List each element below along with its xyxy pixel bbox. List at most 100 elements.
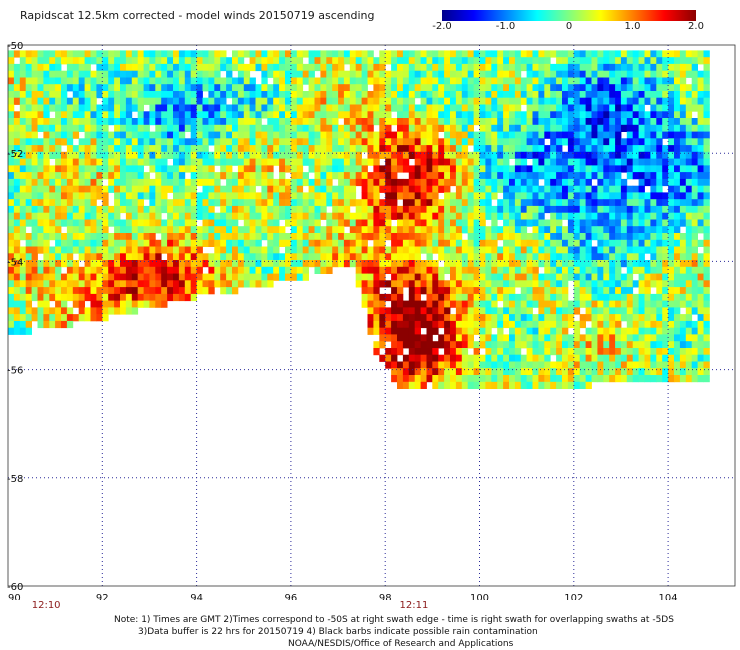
heatmap-cell bbox=[43, 50, 50, 58]
heatmap-cell bbox=[703, 246, 710, 254]
heatmap-cell bbox=[450, 57, 457, 65]
heatmap-cell bbox=[161, 293, 168, 302]
heatmap-cell bbox=[467, 300, 474, 308]
heatmap-cell bbox=[603, 124, 610, 132]
heatmap-cell bbox=[296, 124, 304, 132]
heatmap-cell bbox=[509, 334, 516, 342]
heatmap-cell bbox=[108, 104, 115, 112]
heatmap-cell bbox=[190, 233, 197, 241]
heatmap-cell bbox=[485, 300, 492, 308]
heatmap-cell bbox=[373, 212, 380, 220]
heatmap-cell bbox=[397, 192, 404, 200]
heatmap-cell bbox=[573, 307, 581, 315]
heatmap-cell bbox=[567, 118, 575, 126]
heatmap-cell bbox=[455, 205, 463, 214]
heatmap-cell bbox=[467, 341, 474, 349]
heatmap-cell bbox=[420, 172, 427, 180]
heatmap-cell bbox=[96, 280, 103, 288]
heatmap-cell bbox=[532, 354, 539, 362]
heatmap-cell bbox=[532, 57, 539, 65]
heatmap-cell bbox=[232, 246, 239, 254]
heatmap-cell bbox=[296, 205, 304, 214]
heatmap-cell bbox=[232, 205, 239, 214]
heatmap-cell bbox=[31, 70, 38, 78]
heatmap-cell bbox=[455, 172, 463, 180]
heatmap-cell bbox=[626, 307, 634, 315]
heatmap-cell bbox=[208, 205, 215, 214]
heatmap-cell bbox=[414, 63, 421, 72]
heatmap-cell bbox=[632, 57, 639, 65]
heatmap-cell bbox=[84, 280, 91, 288]
heatmap-cell bbox=[691, 104, 698, 112]
heatmap-cell bbox=[226, 158, 233, 166]
heatmap-cell bbox=[514, 348, 522, 356]
heatmap-cell bbox=[232, 273, 239, 281]
heatmap-cell bbox=[455, 165, 463, 173]
heatmap-cell bbox=[685, 334, 693, 342]
heatmap-cell bbox=[485, 381, 492, 389]
heatmap-cell bbox=[573, 320, 581, 329]
heatmap-cell bbox=[573, 287, 581, 295]
heatmap-cell bbox=[255, 131, 262, 139]
heatmap-cell bbox=[668, 63, 675, 72]
heatmap-cell bbox=[43, 260, 50, 268]
heatmap-cell bbox=[173, 280, 180, 288]
heatmap-cell bbox=[379, 226, 386, 234]
heatmap-cell bbox=[685, 205, 693, 214]
heatmap-cell bbox=[632, 354, 639, 362]
heatmap-cell bbox=[609, 226, 616, 234]
heatmap-cell bbox=[426, 63, 433, 72]
heatmap-cell bbox=[644, 348, 651, 356]
heatmap-cell bbox=[226, 172, 233, 180]
heatmap-cell bbox=[562, 97, 569, 105]
heatmap-cell bbox=[438, 185, 445, 193]
heatmap-cell bbox=[562, 287, 569, 295]
heatmap-cell bbox=[108, 50, 115, 58]
heatmap-cell bbox=[615, 77, 622, 85]
heatmap-cell bbox=[302, 226, 309, 234]
heatmap-cell bbox=[550, 327, 557, 335]
heatmap-cell bbox=[656, 57, 663, 65]
heatmap-cell bbox=[338, 70, 345, 78]
heatmap-cell bbox=[161, 287, 168, 295]
heatmap-cell bbox=[196, 199, 203, 207]
heatmap-cell bbox=[72, 158, 80, 166]
heatmap-cell bbox=[461, 97, 469, 105]
heatmap-cell bbox=[514, 334, 522, 342]
heatmap-cell bbox=[49, 185, 56, 193]
heatmap-cell bbox=[232, 111, 239, 119]
heatmap-cell bbox=[697, 368, 704, 376]
heatmap-cell bbox=[226, 233, 233, 241]
heatmap-cell bbox=[479, 280, 486, 288]
heatmap-cell bbox=[620, 219, 628, 227]
heatmap-cell bbox=[90, 185, 97, 193]
heatmap-cell bbox=[261, 165, 268, 173]
heatmap-cell bbox=[450, 260, 457, 268]
heatmap-cell bbox=[332, 50, 339, 58]
heatmap-cell bbox=[379, 50, 386, 58]
heatmap-cell bbox=[167, 246, 174, 254]
heatmap-cell bbox=[255, 104, 262, 112]
heatmap-cell bbox=[644, 327, 651, 335]
heatmap-cell bbox=[61, 111, 68, 119]
heatmap-cell bbox=[473, 246, 480, 254]
heatmap-cell bbox=[662, 219, 669, 227]
heatmap-cell bbox=[355, 111, 362, 119]
heatmap-cell bbox=[96, 131, 103, 139]
heatmap-cell bbox=[685, 124, 693, 132]
heatmap-cell bbox=[538, 219, 545, 227]
heatmap-cell bbox=[114, 199, 121, 207]
heatmap-cell bbox=[544, 151, 551, 159]
heatmap-cell bbox=[43, 226, 50, 234]
heatmap-cell bbox=[96, 57, 103, 65]
heatmap-cell bbox=[503, 165, 510, 173]
heatmap-cell bbox=[373, 199, 380, 207]
heatmap-cell bbox=[514, 239, 522, 247]
heatmap-cell bbox=[290, 138, 298, 146]
heatmap-cell bbox=[143, 158, 150, 166]
heatmap-cell bbox=[615, 165, 622, 173]
heatmap-cell bbox=[674, 327, 681, 335]
heatmap-cell bbox=[432, 91, 439, 99]
heatmap-cell bbox=[84, 50, 91, 58]
heatmap-cell bbox=[408, 314, 416, 322]
